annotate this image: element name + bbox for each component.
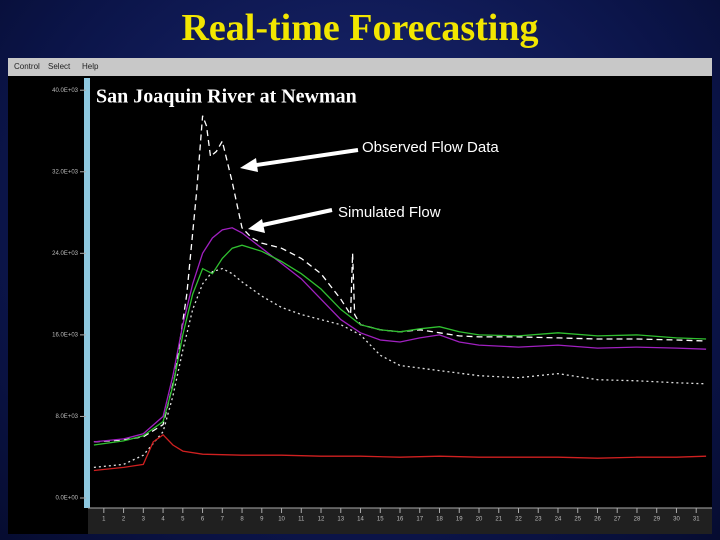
- x-tick-label: 23: [535, 517, 542, 523]
- x-tick-label: 12: [318, 517, 325, 523]
- menu-item: Control: [14, 62, 40, 71]
- menu-item: Help: [82, 62, 99, 71]
- x-tick-label: 16: [397, 517, 404, 523]
- arrow: [249, 148, 359, 168]
- y-tick-label: 40.0E+03: [52, 88, 79, 94]
- x-tick-label: 19: [456, 517, 463, 523]
- menu-item: Select: [48, 62, 71, 71]
- x-tick-label: 28: [634, 517, 641, 523]
- x-tick-label: 31: [693, 517, 700, 523]
- x-tick-label: 14: [357, 517, 364, 523]
- y-tick-label: 16.0E+03: [52, 332, 79, 338]
- x-tick-label: 29: [653, 517, 660, 523]
- series-line: [93, 244, 707, 446]
- series-line: [93, 115, 707, 443]
- x-tick-label: 13: [337, 517, 344, 523]
- x-tick-label: 3: [142, 517, 146, 523]
- arrow-head: [248, 219, 265, 233]
- y-tick-label: 24.0E+03: [52, 251, 79, 257]
- window-frame: [8, 58, 712, 534]
- y-tick-label: 32.0E+03: [52, 169, 79, 175]
- annotation: Observed Flow Data: [362, 139, 499, 156]
- x-tick-label: 18: [436, 517, 443, 523]
- arrow: [257, 208, 333, 228]
- y-tick-label: 0.0E+00: [55, 496, 78, 502]
- x-tick-label: 21: [495, 517, 502, 523]
- chart-title: San Joaquin River at Newman: [96, 86, 357, 108]
- x-tick-label: 9: [260, 517, 264, 523]
- series-line: [93, 267, 707, 469]
- x-tick-label: 22: [515, 517, 522, 523]
- menu-bar: [8, 58, 712, 76]
- x-tick-label: 1: [102, 517, 106, 523]
- x-tick-label: 8: [240, 517, 244, 523]
- x-tick-label: 20: [476, 517, 483, 523]
- annotation: Simulated Flow: [338, 204, 441, 221]
- series-line: [93, 227, 707, 443]
- x-tick-label: 4: [161, 517, 165, 523]
- x-tick-label: 24: [555, 517, 562, 523]
- x-tick-label: 17: [416, 517, 423, 523]
- x-tick-label: 6: [201, 517, 205, 523]
- x-tick-label: 7: [221, 517, 225, 523]
- x-tick-label: 26: [594, 517, 601, 523]
- series-line: [93, 433, 707, 472]
- x-tick-label: 27: [614, 517, 621, 523]
- y-tick-label: 8.0E+03: [55, 414, 78, 420]
- x-tick-label: 25: [574, 517, 581, 523]
- x-tick-label: 10: [278, 517, 285, 523]
- x-tick-label: 5: [181, 517, 185, 523]
- x-tick-label: 11: [298, 517, 305, 523]
- slide-title: Real-time Forecasting: [181, 7, 539, 49]
- x-tick-label: 30: [673, 517, 680, 523]
- arrow-head: [240, 158, 258, 172]
- x-tick-label: 2: [122, 517, 126, 523]
- x-tick-label: 15: [377, 517, 384, 523]
- axis-strip: [84, 78, 90, 508]
